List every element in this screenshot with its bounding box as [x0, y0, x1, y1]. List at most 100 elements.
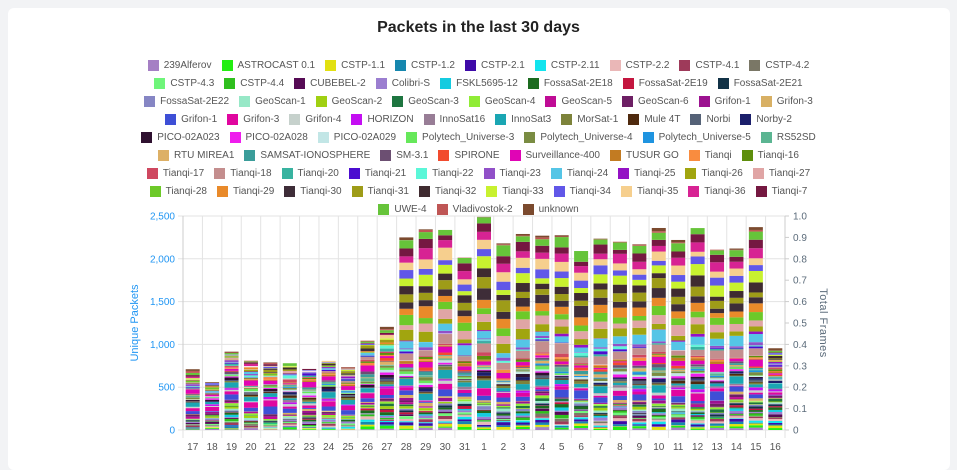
bar-segment	[205, 398, 219, 400]
bar-segment	[438, 389, 452, 396]
bar-segment	[283, 373, 297, 374]
bar-segment	[419, 406, 433, 407]
bar-segment	[496, 363, 510, 370]
bar-segment	[322, 373, 336, 374]
bar-segment	[477, 268, 491, 277]
bar-segment	[613, 405, 627, 406]
bar-segment	[632, 415, 646, 416]
bar-segment	[341, 390, 355, 391]
bar-segment	[302, 420, 316, 422]
bar-segment	[516, 408, 530, 409]
bar-segment	[496, 385, 510, 386]
bar-segment	[749, 342, 763, 345]
bar-segment	[322, 419, 336, 420]
bar-segment	[632, 394, 646, 400]
bar-segment	[458, 345, 472, 355]
bar-segment	[768, 365, 782, 367]
bar-segment	[360, 377, 374, 378]
bar-segment	[555, 380, 569, 384]
bar-segment	[516, 369, 530, 370]
bar-segment	[458, 427, 472, 430]
bar-segment	[729, 376, 743, 377]
bar-segment	[749, 412, 763, 413]
bar-segment	[419, 318, 433, 323]
bar-segment	[496, 272, 510, 281]
bar-segment	[302, 411, 316, 413]
bar-segment	[225, 381, 239, 382]
bar-segment	[671, 373, 685, 376]
bar-segment	[496, 392, 510, 393]
bar-segment	[768, 352, 782, 353]
bar-segment	[574, 251, 588, 262]
bar-segment	[574, 293, 588, 301]
bar-segment	[710, 413, 724, 414]
bar-segment	[419, 342, 433, 347]
bar-segment	[419, 416, 433, 419]
bar-segment	[458, 366, 472, 370]
bar-segment	[263, 363, 277, 364]
bar-segment	[244, 391, 258, 392]
bar-segment	[283, 374, 297, 375]
bar-segment	[283, 387, 297, 388]
x-tick-label: 31	[459, 442, 471, 453]
bar-segment	[399, 406, 413, 408]
bar-segment	[283, 386, 297, 387]
bar-segment	[729, 363, 743, 365]
bar-segment	[768, 359, 782, 360]
bar-segment	[671, 243, 685, 251]
bar-segment	[574, 266, 588, 273]
bar-segment	[341, 375, 355, 376]
bar-segment	[302, 428, 316, 429]
bar-segment	[477, 400, 491, 402]
bar-segment	[263, 429, 277, 430]
bar-segment	[574, 400, 588, 401]
bar-segment	[632, 389, 646, 391]
bar-segment	[360, 407, 374, 408]
bar-segment	[594, 354, 608, 356]
bar-segment	[555, 327, 569, 334]
bar-segment	[477, 365, 491, 366]
bar-segment	[322, 382, 336, 384]
x-tick-label: 8	[617, 442, 623, 453]
bar-segment	[477, 341, 491, 343]
bar-segment	[302, 373, 316, 375]
bar-segment	[749, 370, 763, 371]
bar-segment	[671, 420, 685, 423]
bar-segment	[710, 378, 724, 380]
bar-segment	[263, 373, 277, 375]
bar-segment	[574, 388, 588, 389]
bar-segment	[710, 414, 724, 416]
bar-segment	[419, 347, 433, 350]
bar-segment	[419, 381, 433, 384]
bar-segment	[594, 369, 608, 371]
bar-segment	[360, 383, 374, 384]
bar-segment	[341, 415, 355, 416]
y2-tick-label: 1.0	[793, 212, 807, 223]
bar-segment	[632, 428, 646, 430]
bar-segment	[458, 271, 472, 279]
y-tick-label: 1,500	[150, 297, 175, 308]
bar-segment	[205, 415, 219, 416]
bar-segment	[535, 404, 549, 406]
bar-segment	[458, 406, 472, 409]
bar-segment	[244, 408, 258, 412]
bar-segment	[671, 370, 685, 371]
bar-segment	[671, 252, 685, 258]
bar-segment	[302, 402, 316, 404]
bar-segment	[263, 416, 277, 419]
bar-segment	[283, 429, 297, 430]
bar-segment	[322, 414, 336, 415]
bar-segment	[613, 336, 627, 343]
bar-segment	[244, 389, 258, 391]
bar-segment	[186, 373, 200, 375]
bar-segment	[594, 381, 608, 382]
bar-segment	[516, 411, 530, 413]
bar-segment	[225, 357, 239, 358]
bar-segment	[574, 417, 588, 419]
bar-segment	[691, 252, 705, 257]
bar-segment	[632, 410, 646, 411]
bar-segment	[652, 385, 666, 392]
bar-segment	[380, 412, 394, 415]
bar-segment	[244, 375, 258, 377]
